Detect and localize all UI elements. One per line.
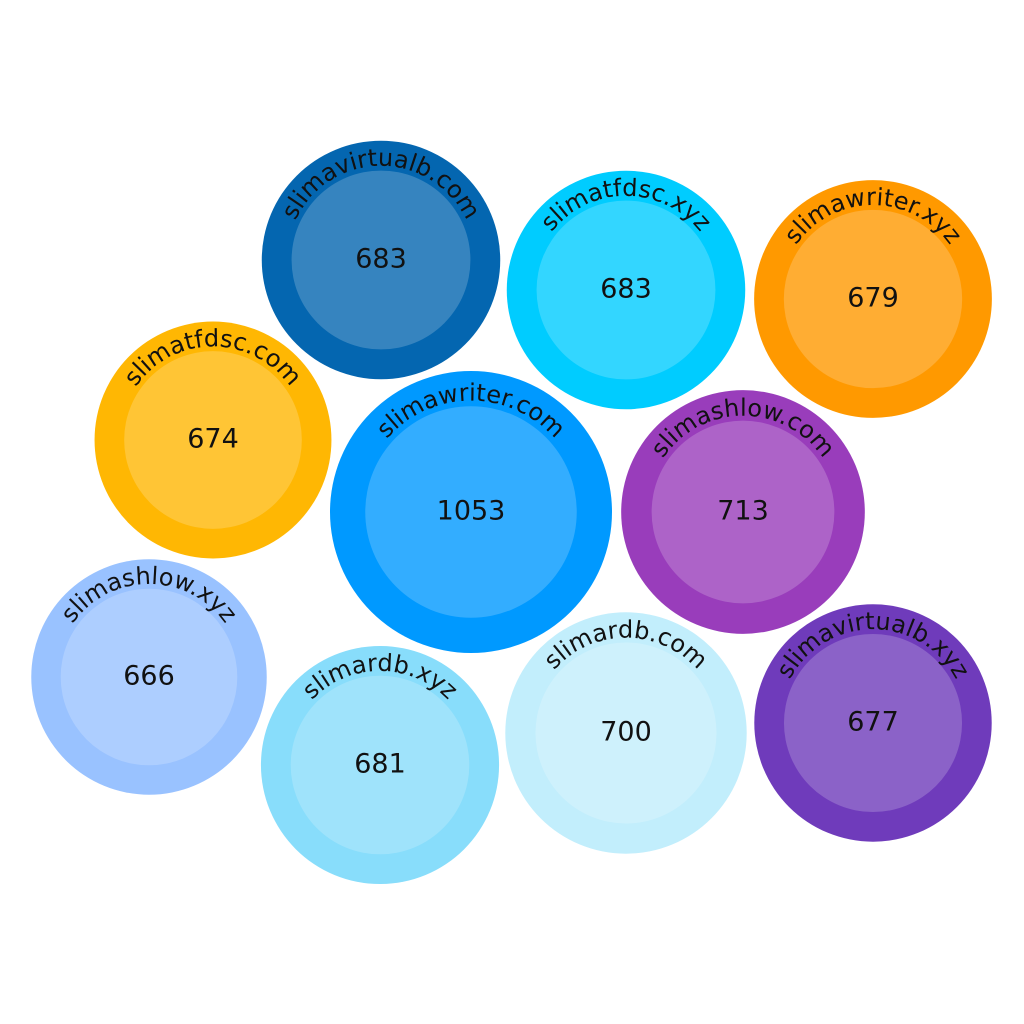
bubble-inner [651, 420, 835, 604]
bubble-inner [60, 588, 238, 766]
bubble-value: 679 [847, 283, 899, 314]
bubble-value: 1053 [437, 496, 506, 527]
bubble [94, 321, 332, 559]
bubble [754, 604, 992, 842]
bubble-value: 683 [355, 244, 407, 275]
bubble-value: 681 [354, 749, 406, 780]
bubble-value: 713 [717, 496, 769, 527]
bubble [330, 371, 612, 653]
bubble [621, 390, 865, 634]
bubble [754, 180, 992, 418]
bubble-inner [124, 351, 302, 529]
bubble [261, 140, 501, 380]
bubble-inner [783, 633, 963, 813]
bubble-inner [290, 675, 470, 855]
bubble [260, 645, 500, 885]
bubble [506, 170, 746, 410]
bubble-inner [365, 406, 577, 618]
bubble-value: 666 [123, 661, 175, 692]
bubble-inner [291, 170, 471, 350]
bubble-value: 683 [600, 274, 652, 305]
bubble-inner [536, 200, 716, 380]
bubble-inner [535, 642, 717, 824]
bubble [505, 612, 747, 854]
bubble-value: 677 [847, 707, 899, 738]
bubble-value: 674 [187, 424, 239, 455]
bubble-inner [783, 209, 963, 389]
bubble-value: 700 [600, 717, 652, 748]
bubble [31, 559, 267, 795]
